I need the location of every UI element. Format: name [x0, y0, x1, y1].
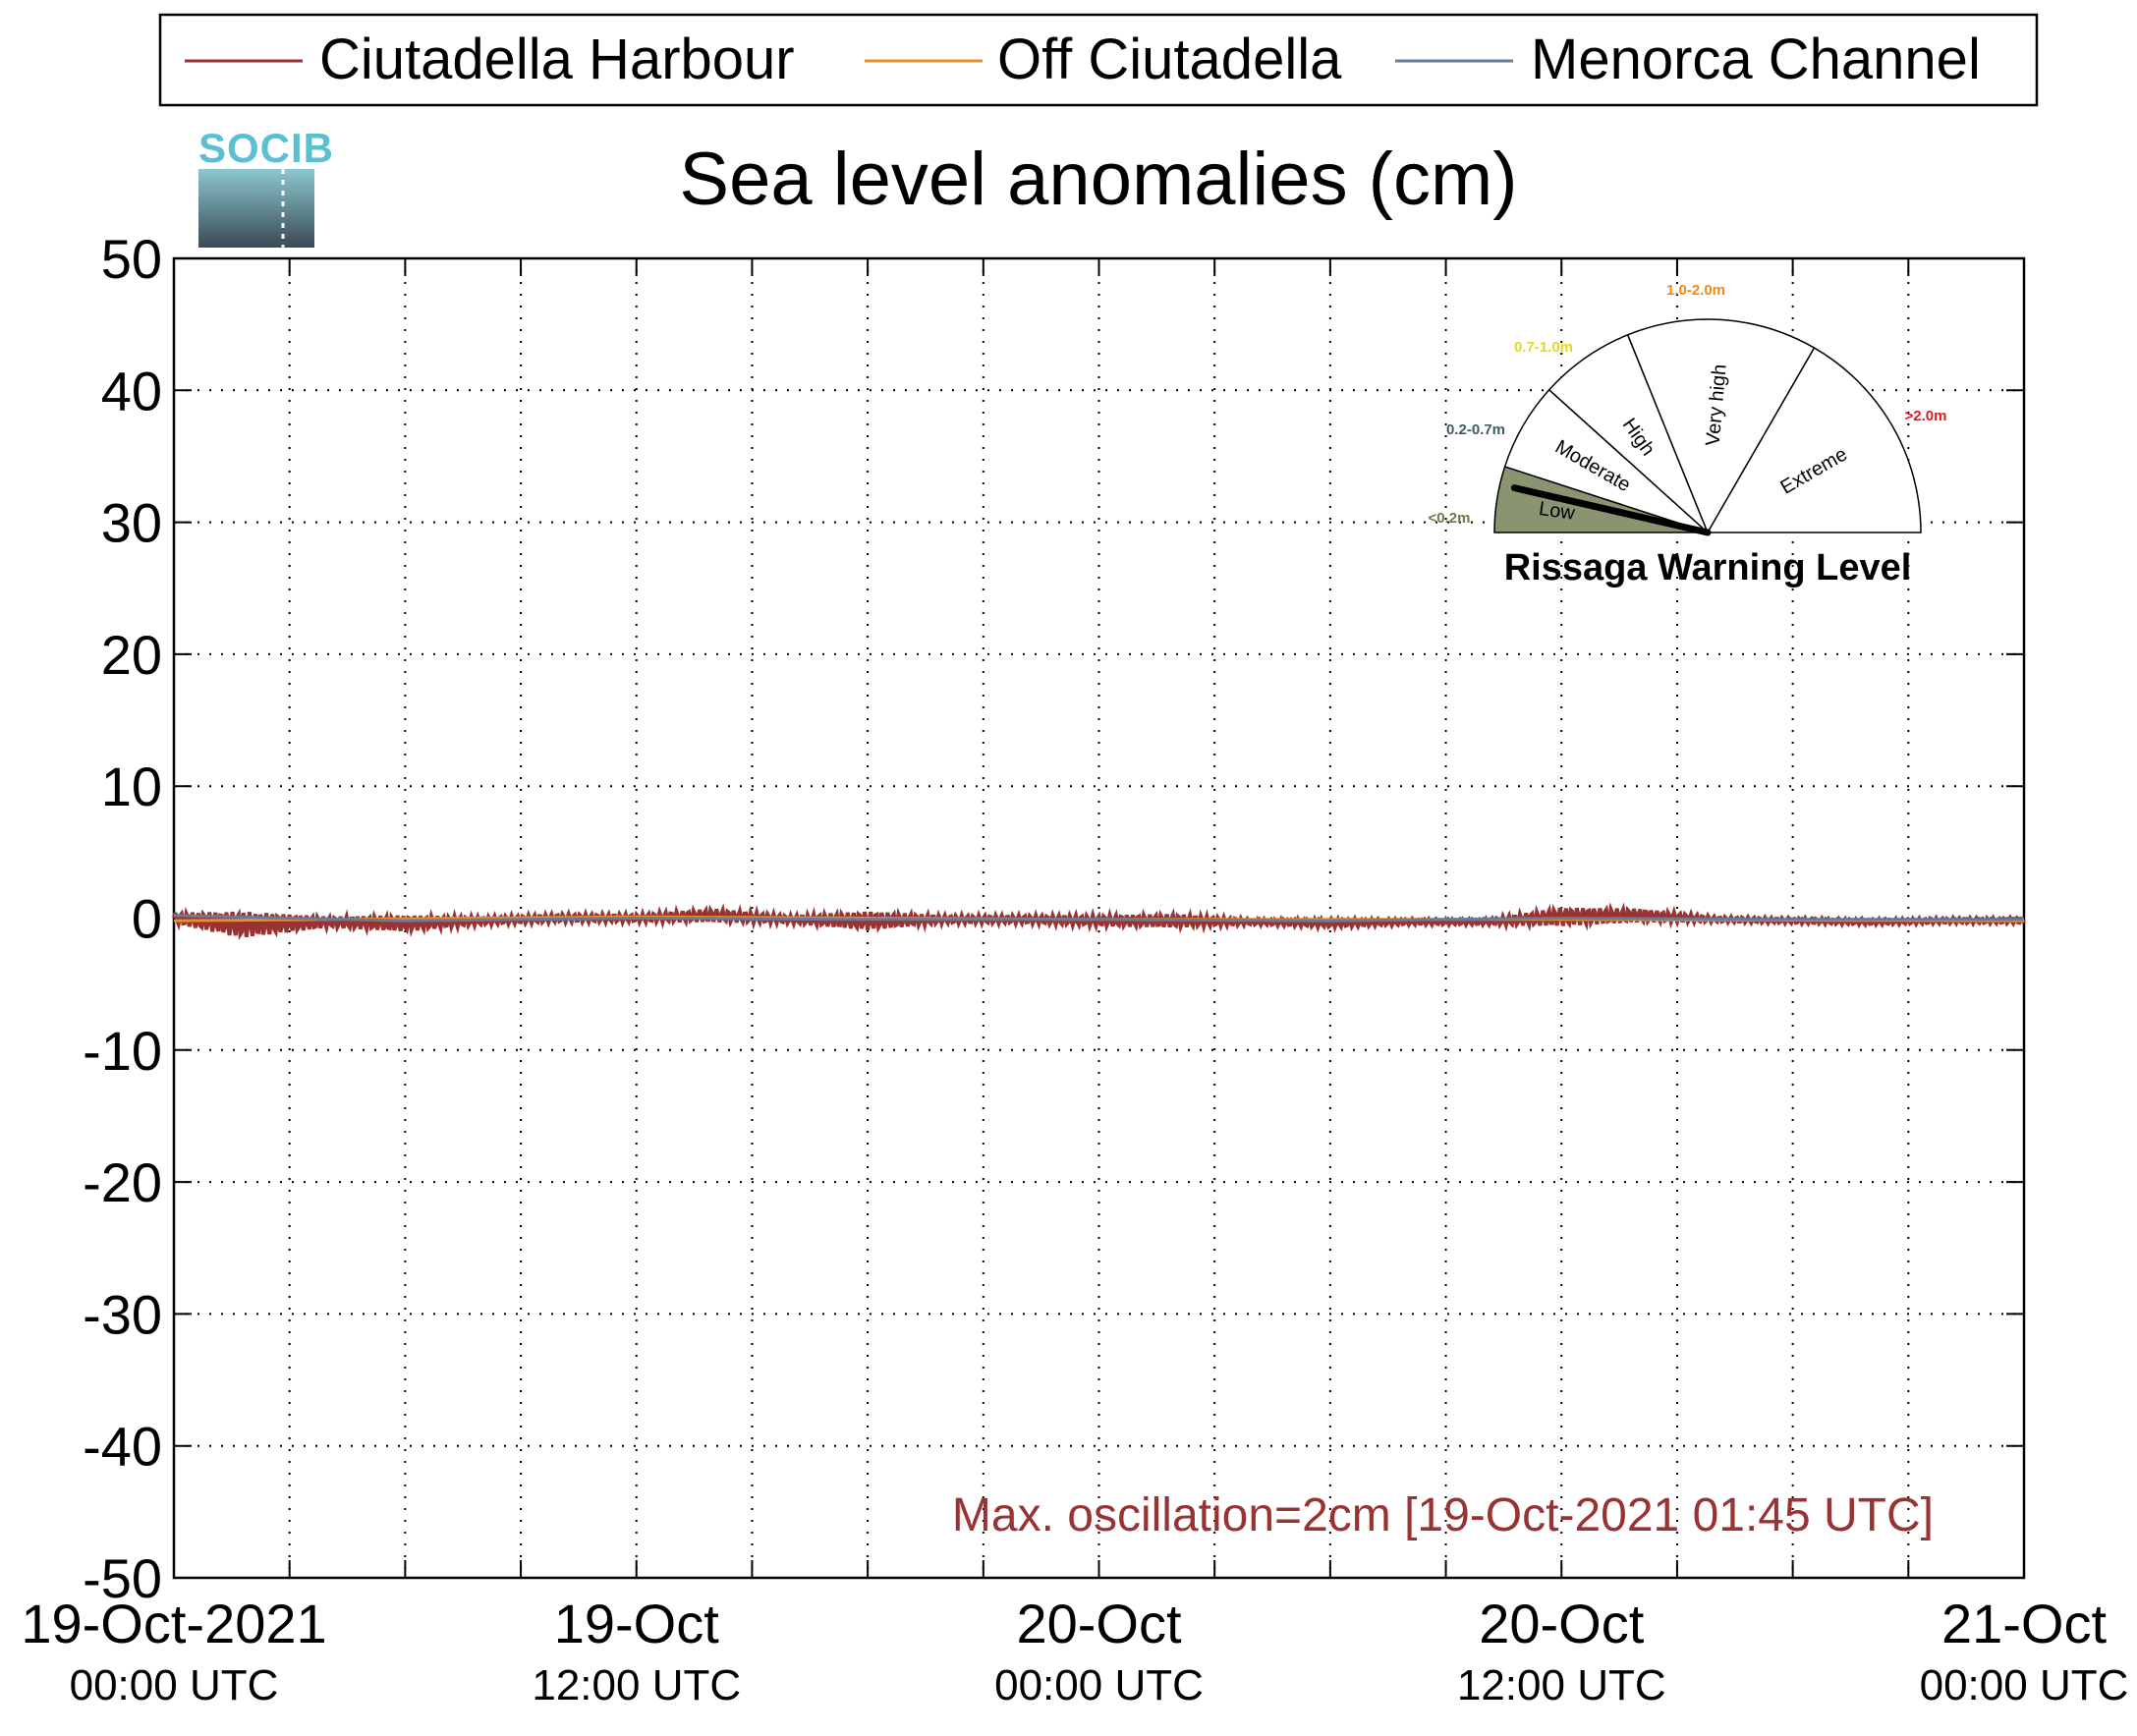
y-tick-label: -30 [83, 1283, 162, 1345]
socib-logo-block [198, 169, 314, 248]
legend: Ciutadella Harbour Off Ciutadella Menorc… [158, 13, 2039, 107]
socib-logo-text: SOCIB [198, 125, 334, 171]
gauge-segment-very-high [1626, 318, 1816, 534]
gauge-range-low: <0.2m [1429, 510, 1471, 527]
x-tick-label-time: 00:00 UTC [70, 1661, 279, 1709]
gauge-range-very-high: 1.0-2.0m [1666, 282, 1725, 299]
y-tick-label: -50 [83, 1547, 162, 1609]
gauge-title: Rissaga Warning Level [1504, 547, 1912, 588]
x-tick-label-date: 20-Oct [1479, 1593, 1644, 1654]
x-tick-label-time: 12:00 UTC [532, 1661, 741, 1709]
series-lines [172, 902, 2026, 941]
x-tick-label-time: 12:00 UTC [1457, 1661, 1666, 1709]
y-tick-label: -20 [83, 1151, 162, 1213]
gauge-range-high: 0.7-1.0m [1514, 339, 1573, 356]
gauge-range-moderate: 0.2-0.7m [1446, 421, 1505, 438]
x-axis: 19-Oct-2021 00:00 UTC 19-Oct 12:00 UTC 20-Oc… [21, 258, 2128, 1709]
x-tick-label-date: 19-Oct-2021 [21, 1593, 326, 1654]
legend-label-ciutadella-harbour: Ciutadella Harbour [319, 28, 795, 91]
gauge-segment-extreme [1706, 347, 1922, 533]
legend-label-menorca-channel: Menorca Channel [1531, 28, 1981, 91]
y-tick-label: 50 [101, 228, 162, 290]
socib-logo: SOCIB [198, 125, 334, 248]
chart-title: Sea level anomalies (cm) [679, 138, 1517, 221]
x-tick-label-time: 00:00 UTC [994, 1661, 1204, 1709]
y-axis: -50 -40 -30 -20 -10 0 10 20 30 40 50 [83, 228, 2024, 1609]
gauge-needle [1510, 484, 1712, 536]
legend-box [158, 13, 2039, 107]
y-tick-label: 30 [101, 492, 162, 554]
x-tick-label-date: 21-Oct [1941, 1593, 2107, 1654]
x-tick-label-time: 00:00 UTC [1920, 1661, 2129, 1709]
legend-label-off-ciutadella: Off Ciutadella [997, 28, 1342, 91]
y-tick-label: 10 [101, 756, 162, 817]
x-tick-label-date: 20-Oct [1016, 1593, 1181, 1654]
gauge-segment-high [1547, 333, 1709, 533]
y-tick-label: -10 [83, 1020, 162, 1082]
max-oscillation-annotation: Max. oscillation=2cm [19-Oct-2021 01:45 … [952, 1489, 1934, 1541]
y-tick-label: 0 [132, 888, 162, 950]
y-tick-label: -40 [83, 1416, 162, 1478]
x-tick-label-date: 19-Oct [554, 1593, 719, 1654]
gauge-range-extreme: >2.0m [1905, 408, 1947, 424]
y-tick-label: 40 [101, 360, 162, 421]
y-tick-label: 20 [101, 624, 162, 686]
series-line-menorca-channel [173, 914, 2024, 923]
